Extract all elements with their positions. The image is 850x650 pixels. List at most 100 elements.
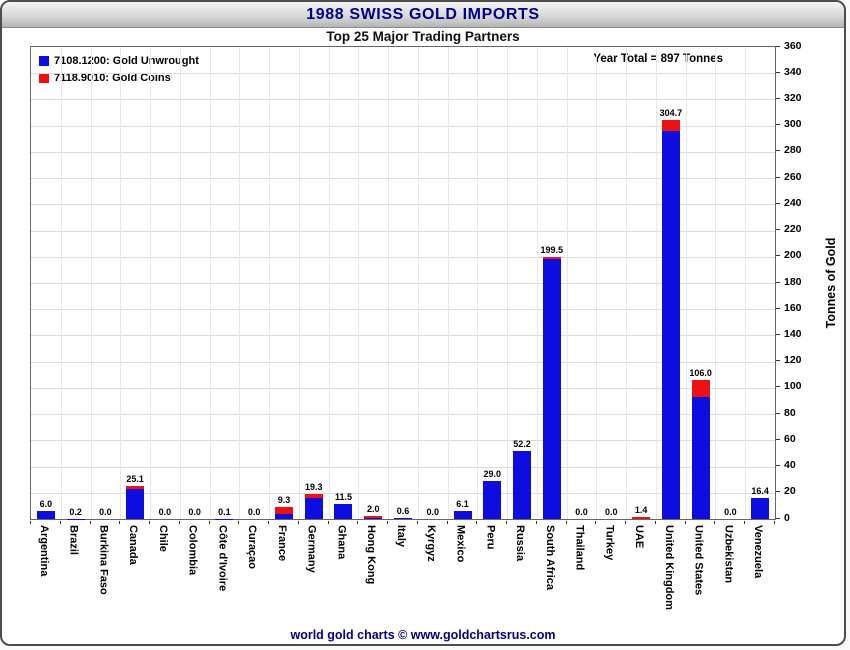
x-category-label: Uzbekistan (722, 525, 735, 584)
gridline (715, 47, 717, 519)
y-tick (776, 124, 780, 126)
bar-gold-unwrought (513, 450, 532, 519)
gridline (31, 125, 775, 127)
x-tick (714, 521, 716, 524)
x-category-label: Russia (514, 525, 527, 562)
bar-value-label: 0.0 (724, 507, 737, 517)
x-category-label: Côte d'Ivoire (216, 525, 229, 592)
y-tick (776, 97, 780, 99)
x-category-label: Thailand (573, 525, 586, 571)
gridline (179, 47, 181, 519)
x-category-label: Chile (156, 525, 169, 552)
bar-gold-coins (691, 380, 710, 398)
bar-gold-unwrought (483, 480, 502, 519)
bar-gold-unwrought (691, 397, 710, 519)
gridline (31, 387, 775, 389)
footer-credit: world gold charts © www.goldchartsrus.co… (290, 628, 556, 642)
y-tick-label: 120 (784, 354, 802, 367)
bar-value-label: 1.4 (634, 505, 648, 516)
bar-value-label: 29.0 (483, 468, 502, 479)
gridline (31, 73, 775, 75)
y-tick-label: 0 (784, 511, 790, 524)
gridline (31, 178, 775, 180)
y-tick-label: 220 (784, 223, 802, 236)
gridline (90, 47, 92, 519)
bar-gold-unwrought (453, 511, 472, 519)
legend: 7108.1200: Gold Unwrought 7118.9010: Gol… (39, 52, 199, 86)
x-tick (625, 521, 627, 524)
x-category-label: Curaçao (246, 525, 259, 570)
gridline (31, 256, 775, 258)
bar-value-label: 0.0 (188, 507, 201, 517)
x-tick (684, 521, 686, 524)
chart-title: 1988 SWISS GOLD IMPORTS (306, 5, 540, 23)
bar-gold-coins (364, 516, 383, 519)
x-category-label: UAE (633, 525, 646, 549)
gridline (507, 47, 509, 519)
x-tick (595, 521, 597, 524)
x-category-label: Argentina (37, 525, 50, 577)
bar-value-label: 52.2 (513, 438, 531, 449)
gridline (31, 230, 775, 232)
x-tick (178, 521, 180, 524)
gridline (120, 47, 122, 519)
bar-value-label: 16.4 (751, 485, 769, 496)
x-tick (535, 521, 537, 524)
y-tick-label: 80 (784, 406, 796, 419)
y-axis: 0 20 40 60 80 100 120 140 160 180 200 220 240 260 280 3… (776, 40, 822, 524)
legend-swatch-red-icon (39, 72, 49, 83)
gridline (536, 47, 538, 519)
x-category-label: Ghana (335, 525, 348, 560)
x-category-label: South Africa (543, 525, 556, 590)
bar-gold-coins (542, 257, 561, 260)
gridline (685, 47, 687, 519)
x-tick (89, 521, 91, 524)
bar-gold-coins (304, 493, 323, 498)
bar-value-label: 106.0 (689, 368, 712, 379)
y-tick (776, 412, 780, 414)
gridline (745, 47, 747, 519)
x-category-label: United States (692, 525, 705, 596)
y-tick-label: 200 (784, 249, 802, 262)
y-tick (776, 176, 780, 178)
x-tick (774, 521, 775, 524)
y-tick-label: 280 (784, 144, 802, 157)
bar-value-label: 0.0 (605, 507, 618, 517)
x-category-label: United Kingdom (662, 525, 675, 610)
y-tick (776, 255, 780, 257)
bar-value-label: 19.3 (304, 481, 323, 492)
x-category-label: Germany (305, 525, 318, 573)
gridline (269, 47, 271, 519)
bar-value-label: 11.5 (334, 491, 352, 502)
x-tick (297, 521, 299, 524)
y-tick-label: 180 (784, 275, 802, 288)
bar-gold-unwrought (36, 511, 55, 519)
x-tick (744, 521, 746, 524)
bar-value-label: 2.0 (366, 504, 380, 515)
legend-label-gold-coins: 7118.9010: Gold Coins (54, 71, 171, 84)
bar-value-label: 0.1 (218, 506, 231, 517)
gridline (209, 47, 211, 519)
y-tick (776, 202, 780, 204)
x-category-label: Italy (395, 525, 407, 548)
gridline (566, 47, 568, 519)
x-category-label: Colombia (186, 525, 199, 576)
y-tick-label: 160 (784, 301, 802, 314)
x-tick (208, 521, 210, 524)
x-tick (238, 521, 240, 524)
gridline (60, 47, 62, 519)
y-tick (776, 71, 780, 73)
y-tick (776, 491, 780, 493)
x-category-label: Turkey (603, 525, 616, 561)
x-tick (149, 521, 151, 524)
bar-value-label: 0.0 (426, 507, 439, 517)
y-tick (776, 45, 780, 47)
gridline (388, 47, 390, 519)
plot-area: 7108.1200: Gold Unwrought 7118.9010: Gol… (30, 46, 776, 520)
y-tick-label: 260 (784, 170, 802, 183)
y-tick-label: 40 (784, 459, 796, 472)
x-category-label: Burkina Faso (97, 525, 110, 595)
bar-gold-unwrought (304, 497, 323, 519)
y-tick-label: 240 (784, 196, 802, 209)
bar-value-label: 0.0 (247, 507, 261, 517)
